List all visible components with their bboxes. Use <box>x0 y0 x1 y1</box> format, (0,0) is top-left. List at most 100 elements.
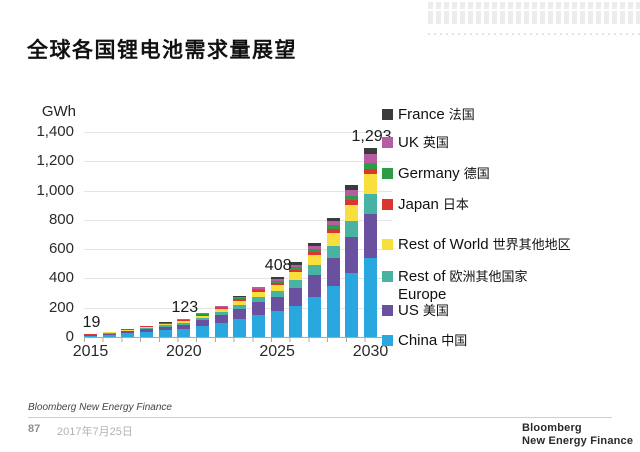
bar-2027 <box>308 242 321 337</box>
segment-japan <box>233 299 247 301</box>
legend-item-china: China 中国 <box>382 332 467 350</box>
legend-label-rest-of-world: Rest of World 世界其他地区 <box>398 236 571 254</box>
segment-france <box>270 277 284 279</box>
segment-japan <box>214 307 228 309</box>
legend-swatch-france <box>382 109 393 120</box>
gridline <box>84 278 392 280</box>
segment-china <box>270 311 284 337</box>
segment-rest-of-world <box>345 204 359 222</box>
segment-japan <box>140 326 153 327</box>
legend-label-zh: 中国 <box>441 333 468 348</box>
bnef-logo-line1: Bloomberg <box>522 422 582 434</box>
footer-source-text: Bloomberg New Energy Finance <box>28 402 172 413</box>
segment-rest-of-world <box>196 315 209 319</box>
y-axis-unit-label: GWh <box>41 103 76 120</box>
segment-france <box>252 286 265 288</box>
segment-china <box>177 328 191 337</box>
x-axis-tick-label: 2015 <box>72 343 109 360</box>
legend-label-germany: Germany 德国 <box>398 165 490 183</box>
bar-2018 <box>140 325 153 337</box>
segment-uk <box>289 264 303 268</box>
segment-china <box>345 272 359 337</box>
y-axis-tick-label: 600 <box>48 240 74 258</box>
legend-label-en: UK <box>398 134 419 151</box>
legend-label-zh: 世界其他地区 <box>492 237 571 252</box>
segment-rest-of-world <box>308 255 321 266</box>
segment-china <box>84 335 97 337</box>
segment-japan <box>308 252 321 255</box>
segment-uk <box>252 287 265 289</box>
segment-china <box>214 322 228 337</box>
legend-swatch-uk <box>382 137 393 148</box>
segment-rest-of-world <box>252 291 265 298</box>
segment-uk <box>364 154 377 164</box>
segment-china <box>308 297 321 337</box>
bar-2028 <box>326 218 340 337</box>
segment-rest-of-europe <box>326 245 340 258</box>
segment-rest-of-europe <box>289 280 303 288</box>
segment-us <box>214 315 228 323</box>
segment-germany <box>196 313 209 315</box>
segment-uk <box>270 278 284 281</box>
legend-item-rest-of-europe: Rest of 欧洲其他国家 Europe <box>382 268 528 303</box>
segment-rest-of-europe <box>102 333 116 334</box>
segment-rest-of-world <box>121 329 135 331</box>
segment-rest-of-europe <box>121 330 135 332</box>
segment-japan <box>196 314 209 316</box>
segment-france <box>308 242 321 246</box>
legend-item-germany: Germany 德国 <box>382 165 490 183</box>
bar-total-label: 408 <box>264 257 292 275</box>
segment-rest-of-world <box>214 308 228 313</box>
legend-item-uk: UK 英国 <box>382 134 449 152</box>
legend-label-zh: 日本 <box>442 197 469 212</box>
legend-label-en: Germany <box>398 165 460 182</box>
bar-2030 <box>364 147 377 337</box>
bnef-logo: Bloomberg New Energy Finance <box>522 422 633 448</box>
segment-rest-of-europe <box>158 325 172 327</box>
legend-swatch-japan <box>382 199 393 210</box>
segment-uk <box>233 296 247 298</box>
segment-us <box>345 236 359 273</box>
segment-us <box>102 333 116 335</box>
legend-label-en: Rest of <box>398 268 446 285</box>
segment-us <box>84 335 97 336</box>
segment-uk <box>345 189 359 196</box>
segment-france <box>364 147 377 155</box>
segment-uk <box>326 221 340 226</box>
bar-2016 <box>102 331 116 337</box>
segment-us <box>252 302 265 316</box>
page-number: 87 <box>28 423 41 435</box>
segment-japan <box>289 269 303 273</box>
segment-rest-of-europe <box>364 193 377 214</box>
segment-rest-of-world <box>233 300 247 305</box>
y-axis-tick-label: 0 <box>65 328 74 345</box>
segment-us <box>326 257 340 287</box>
legend-label-us: US 美国 <box>398 302 449 320</box>
segment-us <box>308 274 321 298</box>
y-axis-tick-label: 400 <box>48 269 74 287</box>
segment-germany <box>345 195 359 201</box>
bar-total-label: 19 <box>82 314 101 332</box>
segment-japan <box>345 200 359 205</box>
gridline <box>84 161 392 163</box>
bar-2026 <box>289 262 303 337</box>
bar-total-label: 1,293 <box>351 127 392 145</box>
bar-2022 <box>214 305 228 337</box>
segment-china <box>102 334 116 337</box>
legend-label-uk: UK 英国 <box>398 134 449 152</box>
segment-china <box>196 326 209 337</box>
segment-japan <box>158 323 172 324</box>
segment-rest-of-europe <box>140 328 153 330</box>
y-axis-tick-label: 1,000 <box>36 181 74 199</box>
segment-us <box>121 331 135 334</box>
segment-us <box>140 329 153 332</box>
segment-rest-of-world <box>102 332 116 333</box>
segment-germany <box>214 306 228 308</box>
legend-label-en: Rest of World <box>398 236 489 253</box>
segment-rest-of-world <box>270 284 284 292</box>
legend-label-en: China <box>398 332 438 349</box>
segment-germany <box>252 288 265 291</box>
segment-japan <box>326 229 340 233</box>
bar-2019 <box>158 322 172 337</box>
segment-us <box>158 326 172 331</box>
